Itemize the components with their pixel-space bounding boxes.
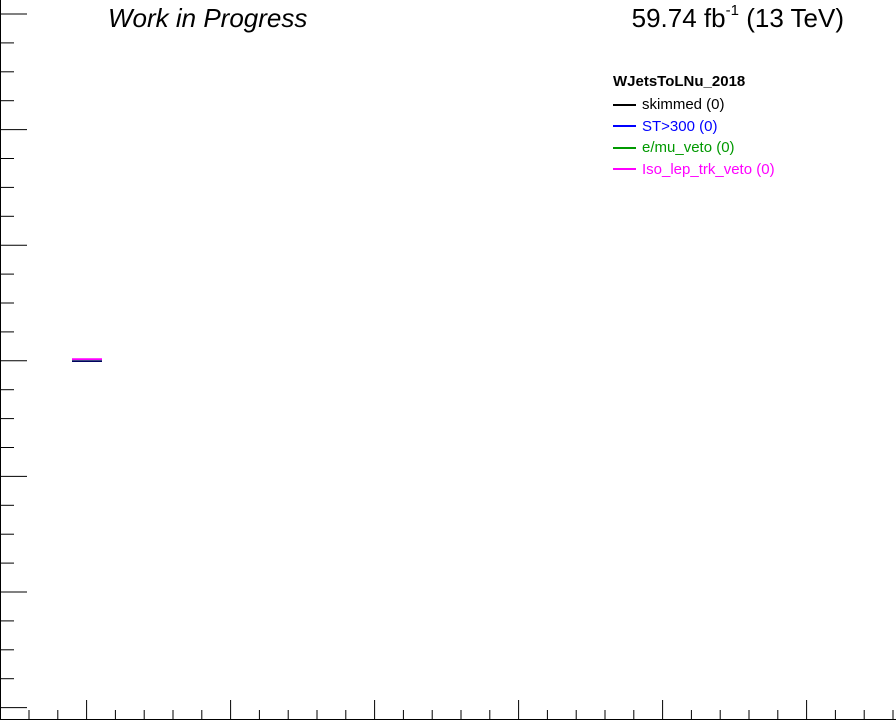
work-in-progress-label: Work in Progress xyxy=(108,3,308,33)
legend-label: e/mu_veto (0) xyxy=(642,139,735,157)
legend-label: skimmed (0) xyxy=(642,96,725,114)
legend-line-swatch xyxy=(613,146,636,149)
legend-entries: skimmed (0) ST>300 (0) e/mu_veto (0) Iso_le… xyxy=(613,94,775,180)
histogram-series xyxy=(72,358,102,362)
x-axis-ticks xyxy=(28,700,894,720)
legend-label: ST>300 (0) xyxy=(642,117,718,135)
legend-entry: skimmed (0) xyxy=(613,94,775,116)
lumi-value: 59.74 fb xyxy=(631,3,726,33)
y-axis-ticks xyxy=(0,13,27,709)
legend-title: WJetsToLNu_2018 xyxy=(613,73,746,90)
legend-line-swatch xyxy=(613,125,636,128)
legend-line-swatch xyxy=(613,168,636,171)
legend-entry: ST>300 (0) xyxy=(613,116,775,138)
legend-label: Iso_lep_trk_veto (0) xyxy=(642,160,775,178)
energy-label: (13 TeV) xyxy=(746,3,844,33)
legend-entry: Iso_lep_trk_veto (0) xyxy=(613,159,775,181)
legend: WJetsToLNu_2018 skimmed (0) ST>300 (0) e/m… xyxy=(613,72,775,180)
legend-line-swatch xyxy=(613,103,636,106)
legend-entry: e/mu_veto (0) xyxy=(613,137,775,159)
lumi-exponent: -1 xyxy=(725,2,739,20)
luminosity-label: 59.74 fb-1 (13 TeV) xyxy=(631,2,844,34)
